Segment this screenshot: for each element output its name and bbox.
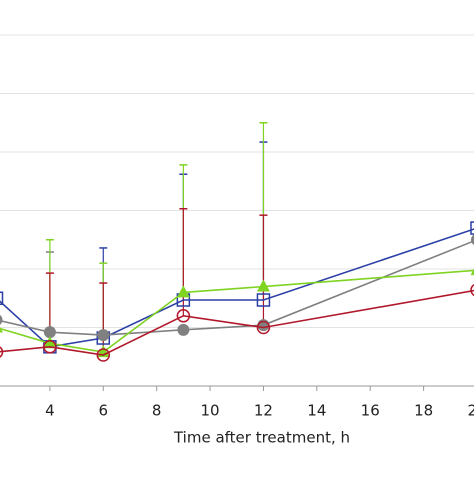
x-tick-label: 18 <box>414 402 433 420</box>
x-tick-label: 8 <box>152 402 162 420</box>
x-tick-label: 10 <box>201 402 220 420</box>
marker <box>0 314 3 326</box>
x-tick-label: 6 <box>99 402 109 420</box>
marker <box>97 329 109 341</box>
line <box>0 270 474 352</box>
x-tick-label: 16 <box>361 402 380 420</box>
marker <box>177 324 189 336</box>
x-tick-label: 4 <box>45 402 55 420</box>
line <box>0 228 474 347</box>
x-tick-label: 2 <box>0 402 1 420</box>
x-axis-label: Time after treatment, h <box>173 429 350 447</box>
line <box>0 240 474 335</box>
x-tick-label: 20 <box>467 402 474 420</box>
x-tick-label: 14 <box>307 402 326 420</box>
x-tick-label: 12 <box>254 402 273 420</box>
